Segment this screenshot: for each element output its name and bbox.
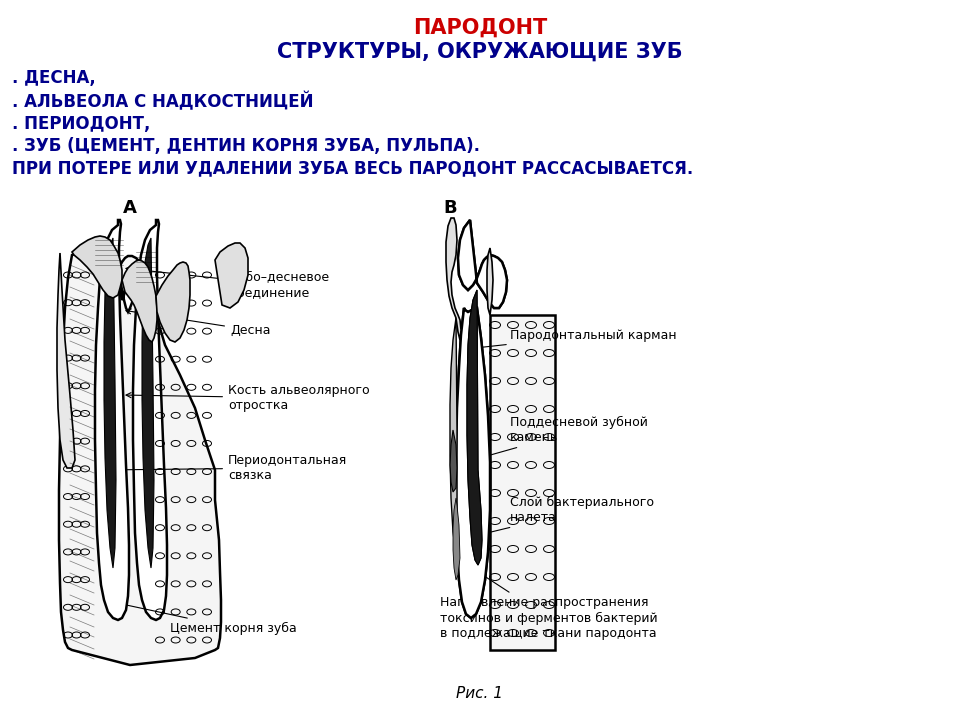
Polygon shape [104,238,116,568]
Text: А: А [123,199,137,217]
Polygon shape [156,262,190,342]
Polygon shape [142,238,154,568]
Polygon shape [450,318,457,555]
Text: Пародонтальный карман: Пародонтальный карман [461,328,677,351]
Text: Периодонтальная
связка: Периодонтальная связка [104,454,348,482]
Text: Кость альвеолярного
отростка: Кость альвеолярного отростка [126,384,370,412]
Text: ПРИ ПОТЕРЕ ИЛИ УДАЛЕНИИ ЗУБА ВЕСЬ ПАРОДОНТ РАССАСЫВАЕТСЯ.: ПРИ ПОТЕРЕ ИЛИ УДАЛЕНИИ ЗУБА ВЕСЬ ПАРОДО… [12,159,693,177]
Polygon shape [487,248,493,315]
Text: В: В [444,199,457,217]
Text: Рис. 1: Рис. 1 [457,685,503,701]
Polygon shape [446,218,461,340]
Polygon shape [490,315,555,650]
Polygon shape [458,220,507,308]
Text: . ДЕСНА,: . ДЕСНА, [12,69,96,87]
Text: . АЛЬВЕОЛА С НАДКОСТНИЦЕЙ: . АЛЬВЕОЛА С НАДКОСТНИЦЕЙ [12,92,314,112]
Polygon shape [456,308,490,618]
Polygon shape [467,290,482,565]
Text: Цемент корня зуба: Цемент корня зуба [107,600,297,634]
Polygon shape [59,252,221,665]
Text: Слой бактериального
налета: Слой бактериального налета [462,496,654,540]
Polygon shape [450,430,457,492]
Polygon shape [72,236,122,298]
Text: Направление распространения
токсинов и ферментов бактерий
в подлежащие ткани пар: Направление распространения токсинов и ф… [440,572,658,639]
Text: . ПЕРИОДОНТ,: . ПЕРИОДОНТ, [12,115,151,133]
Polygon shape [458,220,507,308]
Polygon shape [456,308,490,618]
Text: Зубо–десневое
соединение: Зубо–десневое соединение [126,266,329,299]
Polygon shape [467,290,482,565]
Polygon shape [133,220,167,620]
Text: Поддесневой зубной
камень: Поддесневой зубной камень [459,416,648,465]
Text: ПАРОДОНТ: ПАРОДОНТ [413,18,547,38]
Text: . ЗУБ (ЦЕМЕНТ, ДЕНТИН КОРНЯ ЗУБА, ПУЛЬПА).: . ЗУБ (ЦЕМЕНТ, ДЕНТИН КОРНЯ ЗУБА, ПУЛЬПА… [12,137,480,155]
Polygon shape [122,260,157,342]
Text: СТРУКТУРЫ, ОКРУЖАЮЩИЕ ЗУБ: СТРУКТУРЫ, ОКРУЖАЮЩИЕ ЗУБ [277,42,683,62]
Polygon shape [57,253,75,468]
Text: Десна: Десна [126,309,271,336]
Polygon shape [215,243,248,308]
Polygon shape [95,220,129,620]
Polygon shape [453,498,460,580]
